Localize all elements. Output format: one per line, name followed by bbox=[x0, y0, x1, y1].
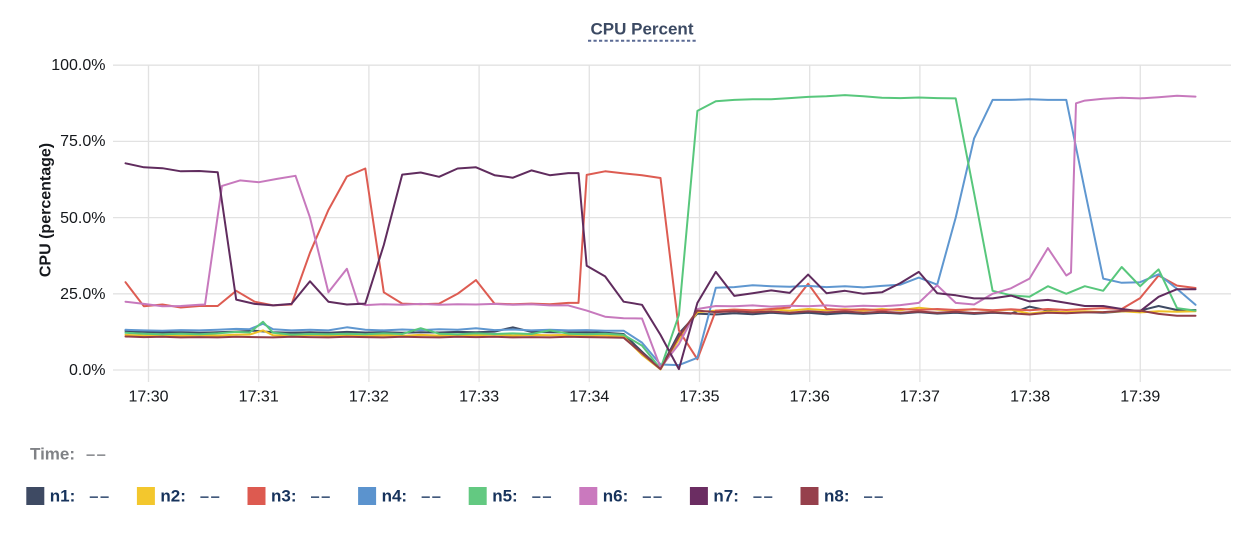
svg-text:––: –– bbox=[642, 488, 663, 506]
svg-text:0.0%: 0.0% bbox=[69, 362, 105, 379]
svg-text:––: –– bbox=[753, 488, 774, 506]
svg-text:CPU Percent: CPU Percent bbox=[591, 20, 694, 39]
svg-text:25.0%: 25.0% bbox=[60, 286, 105, 303]
svg-text:17:36: 17:36 bbox=[790, 389, 830, 406]
svg-text:50.0%: 50.0% bbox=[60, 210, 105, 227]
svg-text:n7:: n7: bbox=[713, 487, 739, 506]
svg-text:17:39: 17:39 bbox=[1120, 389, 1160, 406]
svg-text:17:38: 17:38 bbox=[1010, 389, 1050, 406]
svg-text:––: –– bbox=[200, 488, 221, 506]
svg-text:100.0%: 100.0% bbox=[51, 57, 105, 74]
svg-text:75.0%: 75.0% bbox=[60, 133, 105, 150]
svg-text:17:30: 17:30 bbox=[128, 389, 168, 406]
svg-text:17:33: 17:33 bbox=[459, 389, 499, 406]
svg-text:17:34: 17:34 bbox=[569, 389, 609, 406]
svg-text:17:35: 17:35 bbox=[679, 389, 719, 406]
svg-text:CPU (percentage): CPU (percentage) bbox=[38, 143, 55, 277]
svg-text:n2:: n2: bbox=[160, 487, 186, 506]
svg-text:17:31: 17:31 bbox=[239, 389, 279, 406]
svg-text:––: –– bbox=[86, 446, 107, 464]
svg-text:––: –– bbox=[421, 488, 442, 506]
svg-text:n1:: n1: bbox=[50, 487, 76, 506]
svg-text:Time:: Time: bbox=[30, 445, 75, 464]
svg-text:n3:: n3: bbox=[271, 487, 297, 506]
svg-text:––: –– bbox=[864, 488, 885, 506]
svg-text:17:32: 17:32 bbox=[349, 389, 389, 406]
svg-text:n5:: n5: bbox=[492, 487, 518, 506]
svg-text:n6:: n6: bbox=[603, 487, 629, 506]
svg-text:n4:: n4: bbox=[382, 487, 408, 506]
svg-text:––: –– bbox=[89, 488, 110, 506]
svg-text:––: –– bbox=[311, 488, 332, 506]
svg-text:17:37: 17:37 bbox=[900, 389, 940, 406]
svg-text:––: –– bbox=[532, 488, 553, 506]
svg-text:n8:: n8: bbox=[824, 487, 850, 506]
